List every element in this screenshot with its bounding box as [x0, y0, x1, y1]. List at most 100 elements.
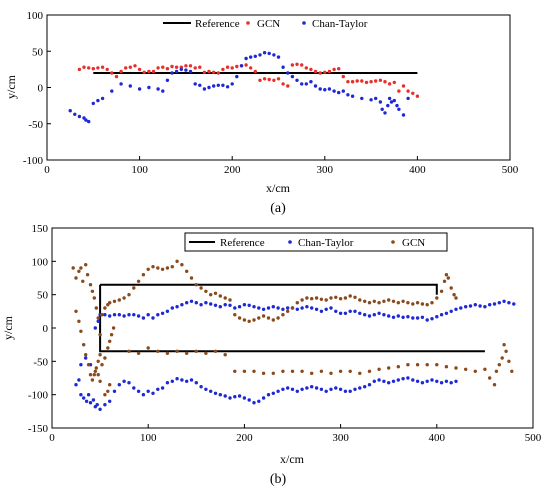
chart-a-xtick-label: 100: [131, 164, 148, 176]
chart-b-gcn-point: [204, 351, 208, 355]
chart-b-chan-taylor-point: [209, 302, 213, 306]
chart-b-xtick-label: 100: [140, 432, 157, 444]
chart-a-xtick-label: 0: [44, 164, 50, 176]
chart-b-chan-taylor-point: [108, 314, 112, 318]
chart-b-gcn-point: [108, 339, 112, 343]
chart-b-chan-taylor-point: [218, 305, 222, 309]
chart-a-chan-taylor-point: [198, 83, 202, 88]
chart-b-chan-taylor-point: [160, 311, 165, 315]
chart-b-gcn-point: [165, 266, 170, 270]
chart-b-chan-taylor-point: [319, 309, 324, 313]
chart-b-chan-taylor-point: [310, 306, 314, 310]
chart-b-chan-taylor-point: [324, 307, 328, 311]
chart-b-chan-taylor-point: [497, 301, 501, 305]
chart-a-gcn-point: [137, 67, 142, 72]
chart-b-gcn-point: [180, 263, 184, 267]
chart-b-chan-taylor-point: [329, 306, 333, 310]
chart-b-reference-line: [100, 283, 438, 295]
chart-b-gcn-point: [213, 349, 218, 353]
chart-b-gcn-point: [242, 369, 247, 373]
chart-b-gcn-point: [247, 319, 251, 323]
chart-a-gcn-point: [346, 80, 350, 84]
chart-a-axes: 0 100 200 300 400 500 -100 -50 0 50 100: [23, 10, 519, 176]
chart-b-chan-taylor-point: [478, 304, 482, 308]
chart-b-gcn-point: [88, 283, 93, 287]
chart-b-chan-taylor-point: [348, 309, 352, 313]
chart-b-gcn-point: [276, 316, 280, 320]
chart-b-gcn-point: [199, 286, 203, 290]
chart-a-gcn-point: [355, 79, 359, 83]
chart-b-gcn-point: [79, 266, 83, 270]
chart-b-chan-taylor-point: [127, 381, 131, 385]
chart-b-chan-taylor-point: [338, 387, 343, 391]
chart-b-gcn-point: [252, 318, 256, 322]
chart-a-gcn-point: [105, 67, 109, 72]
chart-b-chan-taylor-point: [310, 385, 314, 389]
chart-a-gcn-point: [77, 67, 82, 72]
chart-b-gcn-point: [106, 389, 110, 393]
chart-b-chan-taylor-point: [435, 379, 439, 383]
chart-b-gcn-point: [88, 373, 93, 377]
chart-b-chan-taylor-point: [334, 386, 338, 390]
chart-b-chan-taylor-point: [117, 313, 122, 317]
chart-a-chan-taylor-point: [337, 90, 341, 95]
chart-b-chan-taylor-point: [237, 394, 242, 398]
chart-a-gcn-point: [221, 67, 225, 72]
chart-b-gcn-point: [111, 326, 116, 330]
chart-b-chan-taylor-point: [237, 305, 242, 309]
chart-a-chan-taylor-point: [309, 80, 313, 84]
chart-b-gcn-point: [204, 289, 208, 293]
chart-b-chan-taylor-point: [454, 379, 458, 383]
chart-b-chan-taylor-point: [141, 393, 146, 397]
chart-b-chan-taylor-point: [358, 386, 362, 390]
chart-b-chan-taylor-point: [96, 319, 100, 323]
chart-b-gcn-point: [396, 301, 400, 305]
chart-a-gcn-point: [360, 79, 364, 83]
chart-b-chan-taylor-point: [492, 302, 497, 306]
chart-a-gcn-point: [87, 66, 91, 70]
chart-b-gcn-point: [218, 294, 222, 298]
chart-b-ylabel: y/cm: [1, 315, 15, 340]
chart-b-gcn-point: [406, 363, 410, 367]
chart-b-gcn-point: [252, 369, 256, 373]
chart-b-gcn-point: [425, 303, 429, 307]
chart-a-gcn-point: [415, 94, 420, 98]
chart-a-chan-taylor-point: [323, 88, 327, 92]
chart-b-chan-taylor-point: [95, 403, 99, 407]
chart-b-chan-taylor-point: [242, 303, 247, 307]
chart-a-chan-taylor-point: [369, 98, 373, 102]
chart-b-chan-taylor-point: [338, 311, 343, 315]
chart-b-legend-gcn-swatch: [391, 240, 395, 244]
chart-b-chan-taylor-point: [218, 393, 222, 397]
chart-b-gcn-point: [387, 298, 391, 302]
chart-a-gcn-point: [378, 78, 383, 83]
chart-a-chan-taylor-point: [100, 96, 105, 101]
chart-b-chan-taylor-point: [281, 387, 285, 391]
chart-a-ylabel: y/cm: [4, 74, 18, 99]
chart-a-chan-taylor-point: [300, 82, 304, 86]
chart-b-ytick-label: -50: [33, 356, 48, 368]
chart-a-chan-taylor-point: [87, 119, 91, 124]
chart-b-chan-taylor-point: [185, 379, 189, 383]
chart-b-gcn-point: [109, 333, 114, 337]
chart-a-ytick-label: 50: [32, 46, 44, 58]
chart-a-chan-taylor-point: [68, 109, 72, 113]
chart-a-chan-taylor-point: [91, 101, 96, 106]
chart-b-chan-taylor-point: [223, 394, 227, 398]
chart-b-gcn-point: [310, 297, 314, 301]
chart-b-chan-taylor-point: [132, 313, 136, 317]
chart-a-chan-taylor-point: [318, 87, 322, 91]
chart-b-chan-taylor-point: [156, 387, 160, 391]
chart-b-chan-taylor-point: [233, 306, 237, 310]
chart-b-chan-taylor-point: [314, 307, 319, 311]
chart-b-chan-taylor-point: [411, 316, 415, 320]
chart-a-xtick-label: 500: [502, 164, 519, 176]
chart-a-gcn-point: [124, 66, 128, 70]
chart-b-chan-taylor-point: [401, 377, 405, 381]
chart-b-plot-frame: [51, 227, 534, 429]
chart-b-chan-taylor-point: [213, 303, 218, 307]
chart-b-gcn-point: [358, 371, 362, 375]
chart-a-gcn-point: [281, 82, 285, 86]
chart-a-chan-taylor-point: [387, 96, 392, 101]
chart-b-chan-taylor-point: [91, 398, 96, 402]
